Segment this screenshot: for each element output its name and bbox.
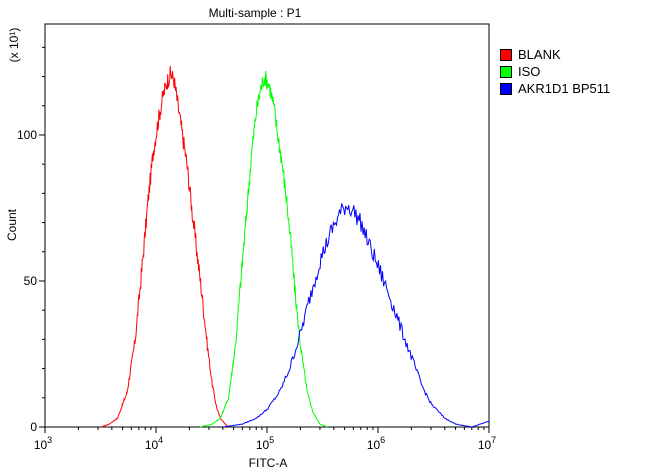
x-tick-label: 105 [256, 435, 274, 452]
legend: BLANK ISO AKR1D1 BP511 [500, 46, 610, 97]
legend-swatch [500, 65, 512, 78]
series-line-iso [200, 70, 328, 428]
legend-label: BLANK [518, 47, 561, 62]
x-tick-exponent: 4 [158, 435, 163, 445]
y-tick-label: 100 [17, 128, 37, 142]
legend-item: BLANK [500, 46, 610, 63]
x-tick-label: 103 [34, 435, 52, 452]
x-axis-label: FITC-A [249, 456, 288, 470]
series-line-blank [100, 65, 229, 428]
x-tick-exponent: 7 [491, 435, 496, 445]
legend-label: ISO [518, 64, 541, 79]
x-tick-label: 106 [367, 435, 385, 452]
x-tick-label: 107 [478, 435, 496, 452]
x-tick-exponent: 3 [47, 435, 52, 445]
legend-swatch [500, 82, 512, 95]
y-axis-label: Count [5, 208, 19, 241]
x-tick-exponent: 6 [380, 435, 385, 445]
legend-item: AKR1D1 BP511 [500, 80, 610, 97]
y-axis-multiplier-label: (x 10¹) [7, 28, 21, 63]
legend-label: AKR1D1 BP511 [518, 81, 611, 96]
y-tick-label: 50 [24, 274, 38, 288]
x-tick-exponent: 5 [269, 435, 274, 445]
y-tick-label: 0 [30, 420, 37, 434]
series-layer [100, 65, 490, 428]
legend-swatch [500, 48, 512, 61]
chart-title: Multi-sample : P1 [209, 6, 302, 20]
legend-item: ISO [500, 63, 610, 80]
series-line-akr1d1-bp511 [222, 203, 490, 428]
x-tick-label: 104 [145, 435, 163, 452]
